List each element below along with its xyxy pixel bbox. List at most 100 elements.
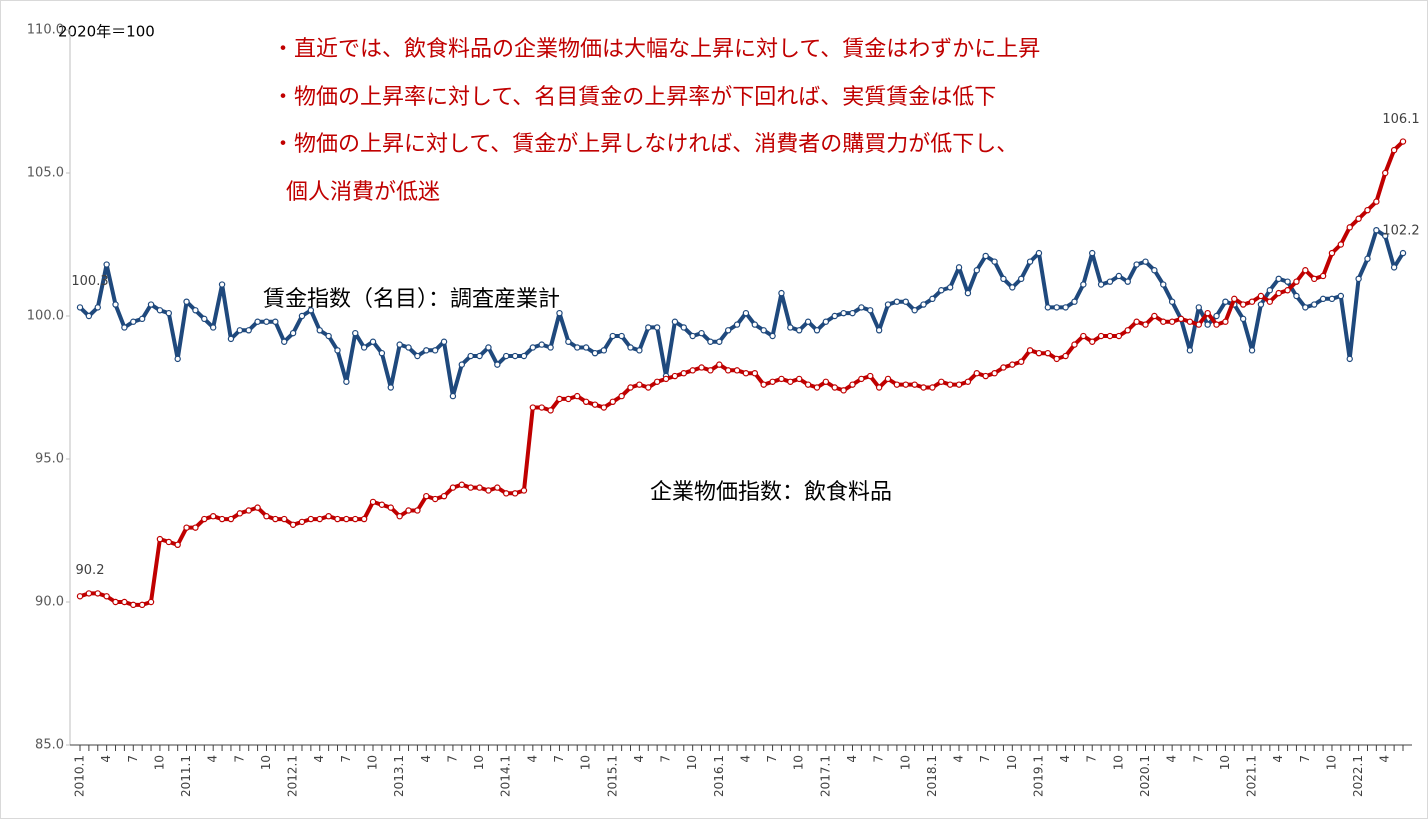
point-marker [929,384,936,391]
point-marker [1160,318,1167,325]
point-marker [636,381,643,388]
point-marker [1142,258,1149,265]
point-marker [263,318,270,325]
point-marker [1089,338,1096,345]
point-marker [831,384,838,391]
data-label: 100.3 [71,274,108,289]
point-marker [165,309,172,317]
point-marker [893,381,901,388]
point-marker [1319,295,1327,303]
point-marker [1222,318,1229,325]
x-tick-label: 2010.1 [73,755,87,797]
x-tick-label: 10 [898,755,912,770]
point-marker [1311,301,1318,308]
point-marker [263,513,270,520]
point-marker [1017,358,1025,365]
point-marker [574,344,581,351]
point-marker [884,375,892,383]
point-marker [218,515,226,523]
point-marker [582,344,590,351]
x-tick-label: 4 [1271,755,1285,763]
point-marker [1382,169,1389,177]
point-marker [1168,298,1176,305]
point-marker [209,513,217,520]
point-marker [973,267,980,274]
point-marker [742,370,750,377]
point-marker [556,309,563,317]
point-marker [529,404,537,411]
point-marker [556,395,563,403]
point-marker [929,295,936,303]
point-marker [902,298,909,305]
series-line [78,228,1405,399]
point-marker [733,321,741,328]
point-marker [751,321,759,328]
point-marker [112,301,119,308]
point-marker [875,384,883,391]
point-marker [787,378,794,385]
x-tick-label: 7 [552,755,566,763]
point-marker [565,395,572,403]
point-marker [1097,281,1105,288]
point-marker [1257,301,1265,308]
point-marker [1337,292,1345,300]
x-tick-label: 2011.1 [179,755,193,797]
point-marker [1346,355,1353,363]
point-marker [1364,206,1371,214]
x-tick-label: 4 [99,755,113,763]
point-marker [76,304,84,311]
point-marker [1026,347,1034,354]
point-marker [778,289,785,297]
point-marker [760,327,767,334]
point-marker [325,513,332,520]
x-tick-label: 7 [232,755,246,763]
point-marker [1222,298,1229,305]
point-marker [316,515,323,523]
point-marker [485,344,492,351]
point-marker [121,598,128,606]
point-marker [307,515,315,523]
point-marker [796,375,803,383]
point-marker [1115,272,1123,280]
point-marker [289,329,297,337]
point-marker [787,324,794,331]
point-marker [946,381,954,388]
x-tick-label: 4 [312,755,326,763]
point-marker [1399,138,1407,145]
point-marker [1266,287,1274,294]
point-marker [1302,304,1309,311]
point-marker [875,327,883,334]
point-marker [369,498,377,506]
point-marker [591,401,599,408]
point-marker [289,521,297,528]
point-marker [618,332,625,340]
x-tick-label: 4 [525,755,539,763]
point-marker [227,335,235,343]
point-marker [1231,295,1238,303]
point-marker [1186,347,1194,354]
point-marker [964,289,972,297]
annotation: ・物価の上昇率に対して、名目賃金の上昇率が下回れば、実質賃金は低下 [272,85,996,110]
point-marker [955,264,963,271]
x-tick-label: 7 [978,755,992,763]
point-marker [680,324,687,331]
point-marker [192,307,199,314]
point-marker [396,341,403,348]
point-marker [1000,275,1007,283]
point-marker [600,404,608,411]
point-marker [538,341,545,348]
point-marker [769,332,776,340]
x-tick-label: 7 [765,755,779,763]
point-marker [156,535,164,543]
point-marker [582,398,590,405]
point-marker [600,347,608,354]
point-marker [1097,332,1105,340]
y-tick-label: 95.0 [35,452,64,467]
point-marker [920,384,927,391]
point-marker [449,484,457,491]
point-marker [645,324,652,331]
point-marker [1124,327,1131,334]
point-marker [369,338,377,345]
x-tick-label: 10 [1111,755,1125,770]
x-tick-label: 4 [738,755,752,763]
